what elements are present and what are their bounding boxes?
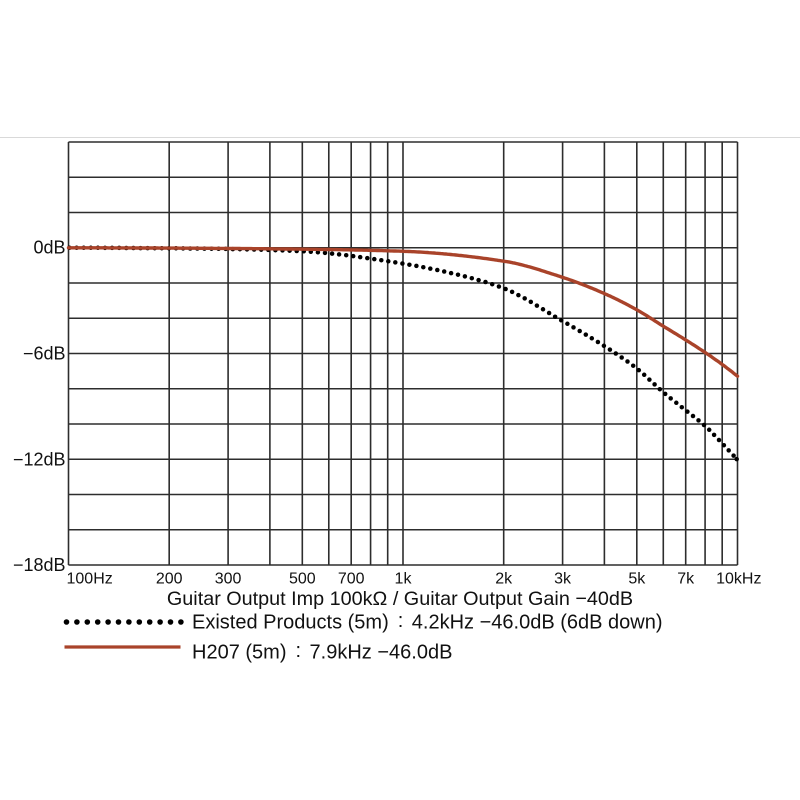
svg-text:5k: 5k (628, 571, 646, 588)
svg-text:1k: 1k (395, 571, 413, 588)
svg-text:0dB: 0dB (33, 238, 65, 258)
svg-text:3k: 3k (554, 571, 572, 588)
svg-text:7k: 7k (677, 571, 695, 588)
svg-text:2k: 2k (495, 571, 513, 588)
svg-text:−12dB: −12dB (13, 449, 66, 469)
svg-text:100Hz: 100Hz (67, 571, 113, 588)
svg-text:Existed Products (5m):4.2kHz −: Existed Products (5m):4.2kHz −46.0dB (6d… (192, 610, 663, 634)
svg-text:10kHz: 10kHz (716, 571, 761, 588)
svg-text:Guitar Output Imp 100kΩ / Guit: Guitar Output Imp 100kΩ / Guitar Output … (167, 588, 633, 610)
svg-text:700: 700 (338, 571, 365, 588)
svg-text:−6dB: −6dB (23, 344, 66, 364)
svg-text:500: 500 (289, 571, 316, 588)
svg-text:200: 200 (156, 571, 183, 588)
svg-text:−18dB: −18dB (13, 555, 66, 575)
svg-text:300: 300 (215, 571, 242, 588)
svg-text:H207 (5m):7.9kHz −46.0dB: H207 (5m):7.9kHz −46.0dB (192, 640, 452, 664)
